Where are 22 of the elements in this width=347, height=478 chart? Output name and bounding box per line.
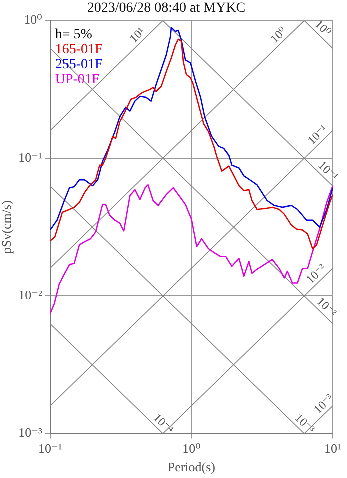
y-tick-label: 10⁻² — [18, 288, 42, 303]
annotation: 10⁻¹ — [304, 122, 331, 148]
text: 255-01F — [55, 57, 104, 72]
annotation: 10⁻⁴ — [150, 410, 177, 436]
y-axis-title: pSv(cm/s) — [0, 200, 14, 254]
annotation: 10¹ — [126, 24, 148, 46]
x-tick-label: 10⁰ — [182, 441, 201, 456]
legend-title: h= 5% — [55, 27, 93, 42]
annotation: 10⁰ — [268, 24, 290, 46]
x-axis-title: Period(s) — [168, 460, 216, 475]
y-tick-label: 10⁻¹ — [18, 150, 42, 165]
chart-title: 2023/06/28 08:40 at MYKC — [87, 1, 246, 16]
text: UP-01F — [55, 72, 100, 88]
text: 165-01F — [55, 42, 104, 58]
annotation: 10⁰ — [312, 17, 334, 40]
y-tick-label: 10⁰ — [24, 12, 42, 28]
annotation: 10⁻² — [303, 260, 330, 287]
x-tick-label: 10⁻¹ — [38, 441, 62, 456]
annotation: 10⁻² — [314, 294, 340, 320]
annotation: 10⁻¹ — [316, 158, 342, 184]
x-tick-label: 10¹ — [324, 441, 342, 456]
y-tick-label: 10⁻³ — [18, 425, 42, 440]
